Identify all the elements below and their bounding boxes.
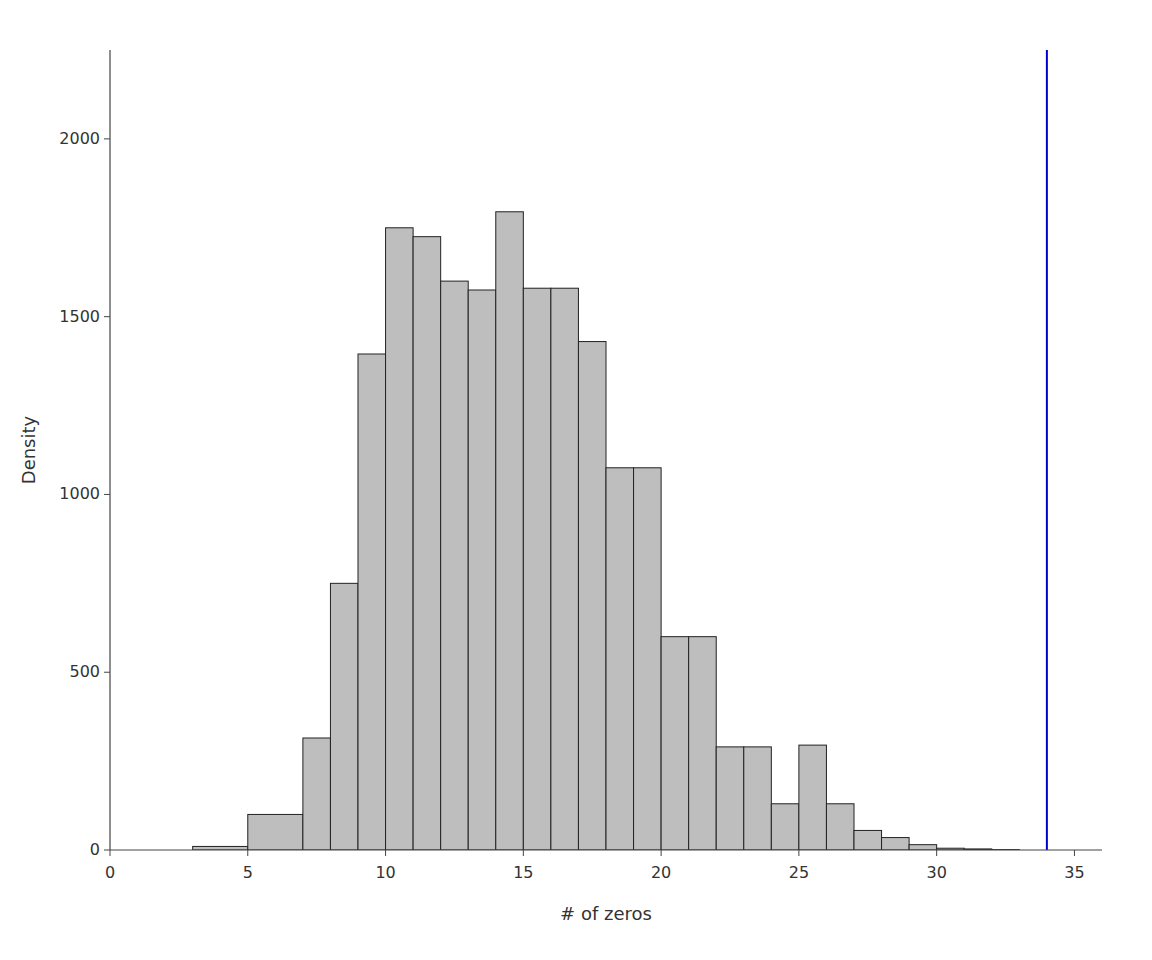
histogram-bar xyxy=(854,830,882,850)
histogram-bar xyxy=(441,281,469,850)
histogram-bar xyxy=(661,637,689,850)
chart-container: 0 5 10 15 20 25 30 35 0 500 1000 1500 2000 # of zeros… xyxy=(0,0,1152,960)
y-tick xyxy=(104,850,110,851)
x-tick xyxy=(1074,850,1075,856)
histogram-bar xyxy=(826,804,854,850)
histogram-bar xyxy=(634,468,662,850)
histogram-bar xyxy=(551,288,579,850)
x-axis-label: # of zeros xyxy=(560,903,652,924)
x-tick-label: 20 xyxy=(651,863,671,882)
histogram-bar xyxy=(689,637,717,850)
y-tick-label: 0 xyxy=(90,840,100,859)
x-tick-label: 30 xyxy=(926,863,946,882)
histogram-bar xyxy=(909,845,937,850)
histogram-bar xyxy=(468,290,496,850)
histogram-bar xyxy=(523,288,551,850)
x-axis-line xyxy=(110,849,1102,850)
histogram-bar xyxy=(882,838,910,850)
reference-line xyxy=(1046,50,1048,850)
histogram-bar xyxy=(303,738,331,850)
histogram-bar xyxy=(330,583,358,850)
y-tick xyxy=(104,672,110,673)
y-tick-label: 500 xyxy=(69,662,100,681)
histogram-bar xyxy=(578,342,606,850)
histogram-bar xyxy=(248,814,303,850)
chart: 0 5 10 15 20 25 30 35 0 500 1000 1500 2000 # of zeros… xyxy=(0,0,1152,960)
histogram-bar xyxy=(716,747,744,850)
y-tick xyxy=(104,494,110,495)
y-tick-label: 2000 xyxy=(59,129,100,148)
x-tick-label: 10 xyxy=(375,863,395,882)
y-axis-line xyxy=(109,50,110,850)
histogram-bar xyxy=(606,468,634,850)
x-tick-label: 0 xyxy=(105,863,115,882)
y-tick-label: 1500 xyxy=(59,307,100,326)
x-tick-label: 15 xyxy=(513,863,533,882)
bars xyxy=(193,50,1047,850)
y-tick-label: 1000 xyxy=(59,484,100,503)
x-tick xyxy=(798,850,799,856)
histogram-bar xyxy=(358,354,386,850)
histogram-bar xyxy=(744,747,772,850)
histogram-bar xyxy=(386,228,414,850)
histogram-bar xyxy=(771,804,799,850)
histogram-bar xyxy=(496,212,524,850)
x-tick-label: 5 xyxy=(243,863,253,882)
y-tick xyxy=(104,316,110,317)
x-tick-label: 25 xyxy=(789,863,809,882)
histogram-bar xyxy=(413,237,441,850)
x-tick xyxy=(110,850,111,856)
histogram-bar xyxy=(799,745,827,850)
y-tick xyxy=(104,138,110,139)
y-axis-label: Density xyxy=(18,415,39,484)
x-tick xyxy=(247,850,248,856)
x-tick xyxy=(661,850,662,856)
x-tick-label: 35 xyxy=(1064,863,1084,882)
x-tick xyxy=(523,850,524,856)
x-tick xyxy=(385,850,386,856)
x-tick xyxy=(936,850,937,856)
